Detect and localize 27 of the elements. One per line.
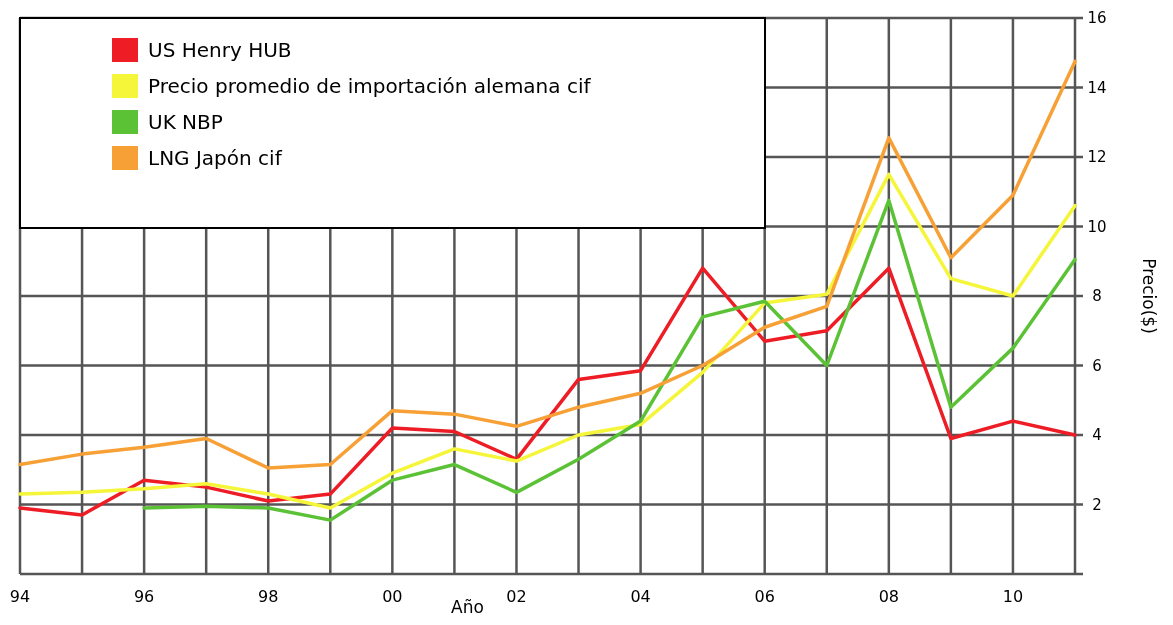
x-tick-label: 96 [133, 587, 155, 606]
x-tick-label: 10 [1002, 587, 1024, 606]
legend-label: US Henry HUB [148, 38, 292, 62]
y-tick-label: 16 [1087, 9, 1107, 28]
legend-label: UK NBP [148, 110, 223, 134]
y-tick-label: 10 [1087, 217, 1107, 236]
x-axis-title: Año [451, 597, 484, 617]
x-tick-label: 06 [754, 587, 775, 606]
legend-label: LNG Japón cif [148, 146, 283, 170]
line-series [142, 198, 1077, 522]
line-series [18, 59, 1077, 470]
x-tick-label: 08 [878, 587, 899, 606]
y-tick-label: 2 [1092, 495, 1102, 514]
line-series [18, 266, 1077, 517]
y-tick-label: 8 [1092, 287, 1102, 306]
x-tick-label: 00 [382, 587, 403, 606]
y-tick-label: 14 [1087, 78, 1107, 97]
legend-label: Precio promedio de importación alemana cif [148, 74, 592, 98]
y-tick-label: 6 [1092, 356, 1102, 375]
x-tick-label: 04 [630, 587, 651, 606]
y-tick-label: 12 [1087, 148, 1107, 167]
x-tick-label: 98 [258, 587, 279, 606]
line-series [18, 172, 1077, 510]
x-tick-label: 02 [506, 587, 527, 606]
x-tick-label: 94 [9, 587, 31, 606]
y-tick-label: 4 [1092, 426, 1102, 445]
y-axis-title: Precio($) [1139, 258, 1159, 334]
